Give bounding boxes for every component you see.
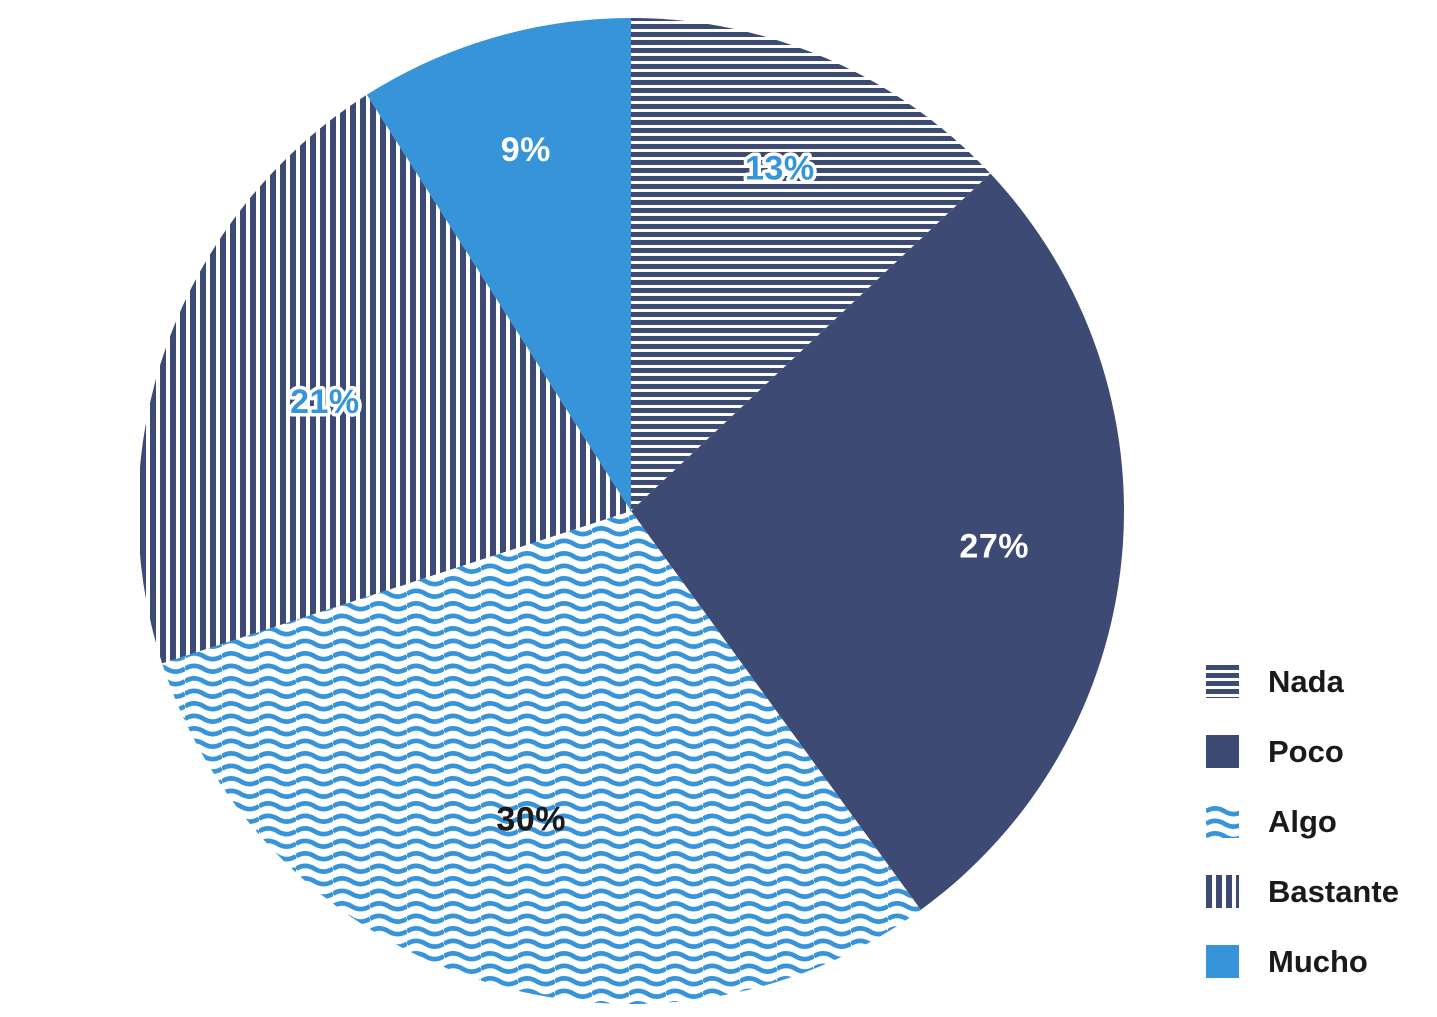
chart-legend: Nada Poco Algo Bastante Mucho <box>1206 663 1399 979</box>
legend-item-algo: Algo <box>1206 803 1399 839</box>
legend-label: Nada <box>1268 663 1344 699</box>
legend-item-bastante: Bastante <box>1206 873 1399 909</box>
pie-slice-bastante <box>138 94 631 664</box>
legend-item-poco: Poco <box>1206 733 1399 769</box>
legend-item-nada: Nada <box>1206 663 1399 699</box>
pie-slices <box>138 18 1125 1005</box>
legend-label: Algo <box>1268 803 1337 839</box>
legend-label: Poco <box>1268 733 1344 769</box>
pie-slice-nada <box>631 18 991 511</box>
legend-swatch-nada <box>1206 665 1239 698</box>
slice-percent-label-algo: 30% <box>496 800 566 838</box>
pie-slice-algo <box>162 511 921 1005</box>
pie-slice-labels: 13% 27% 30% 21% 9% <box>287 131 1029 838</box>
pie-slice-mucho <box>366 18 631 511</box>
slice-percent-label-bastante: 21% <box>290 383 360 421</box>
pie-slice-poco <box>631 173 1125 910</box>
legend-swatch-mucho <box>1206 945 1239 978</box>
slice-percent-label-mucho: 9% <box>501 131 551 169</box>
legend-label: Mucho <box>1268 943 1368 979</box>
legend-item-mucho: Mucho <box>1206 943 1399 979</box>
legend-swatch-poco <box>1206 735 1239 768</box>
slice-percent-label-nada: 13% <box>745 149 815 187</box>
legend-swatch-bastante <box>1206 875 1239 908</box>
slice-percent-label-poco: 27% <box>959 528 1029 566</box>
legend-label: Bastante <box>1268 873 1399 909</box>
legend-swatch-algo <box>1206 805 1239 838</box>
